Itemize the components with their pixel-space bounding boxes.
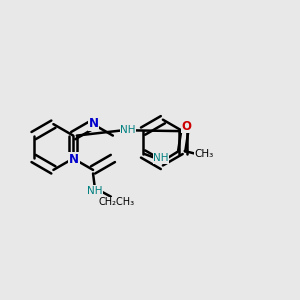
Text: N: N: [69, 153, 79, 166]
Text: CH₂CH₃: CH₂CH₃: [99, 197, 135, 207]
Text: O: O: [181, 120, 191, 133]
Text: NH: NH: [153, 154, 169, 164]
Text: CH₃: CH₃: [194, 149, 214, 159]
Text: NH: NH: [120, 125, 136, 135]
Text: NH: NH: [87, 186, 102, 196]
Text: N: N: [88, 117, 99, 130]
